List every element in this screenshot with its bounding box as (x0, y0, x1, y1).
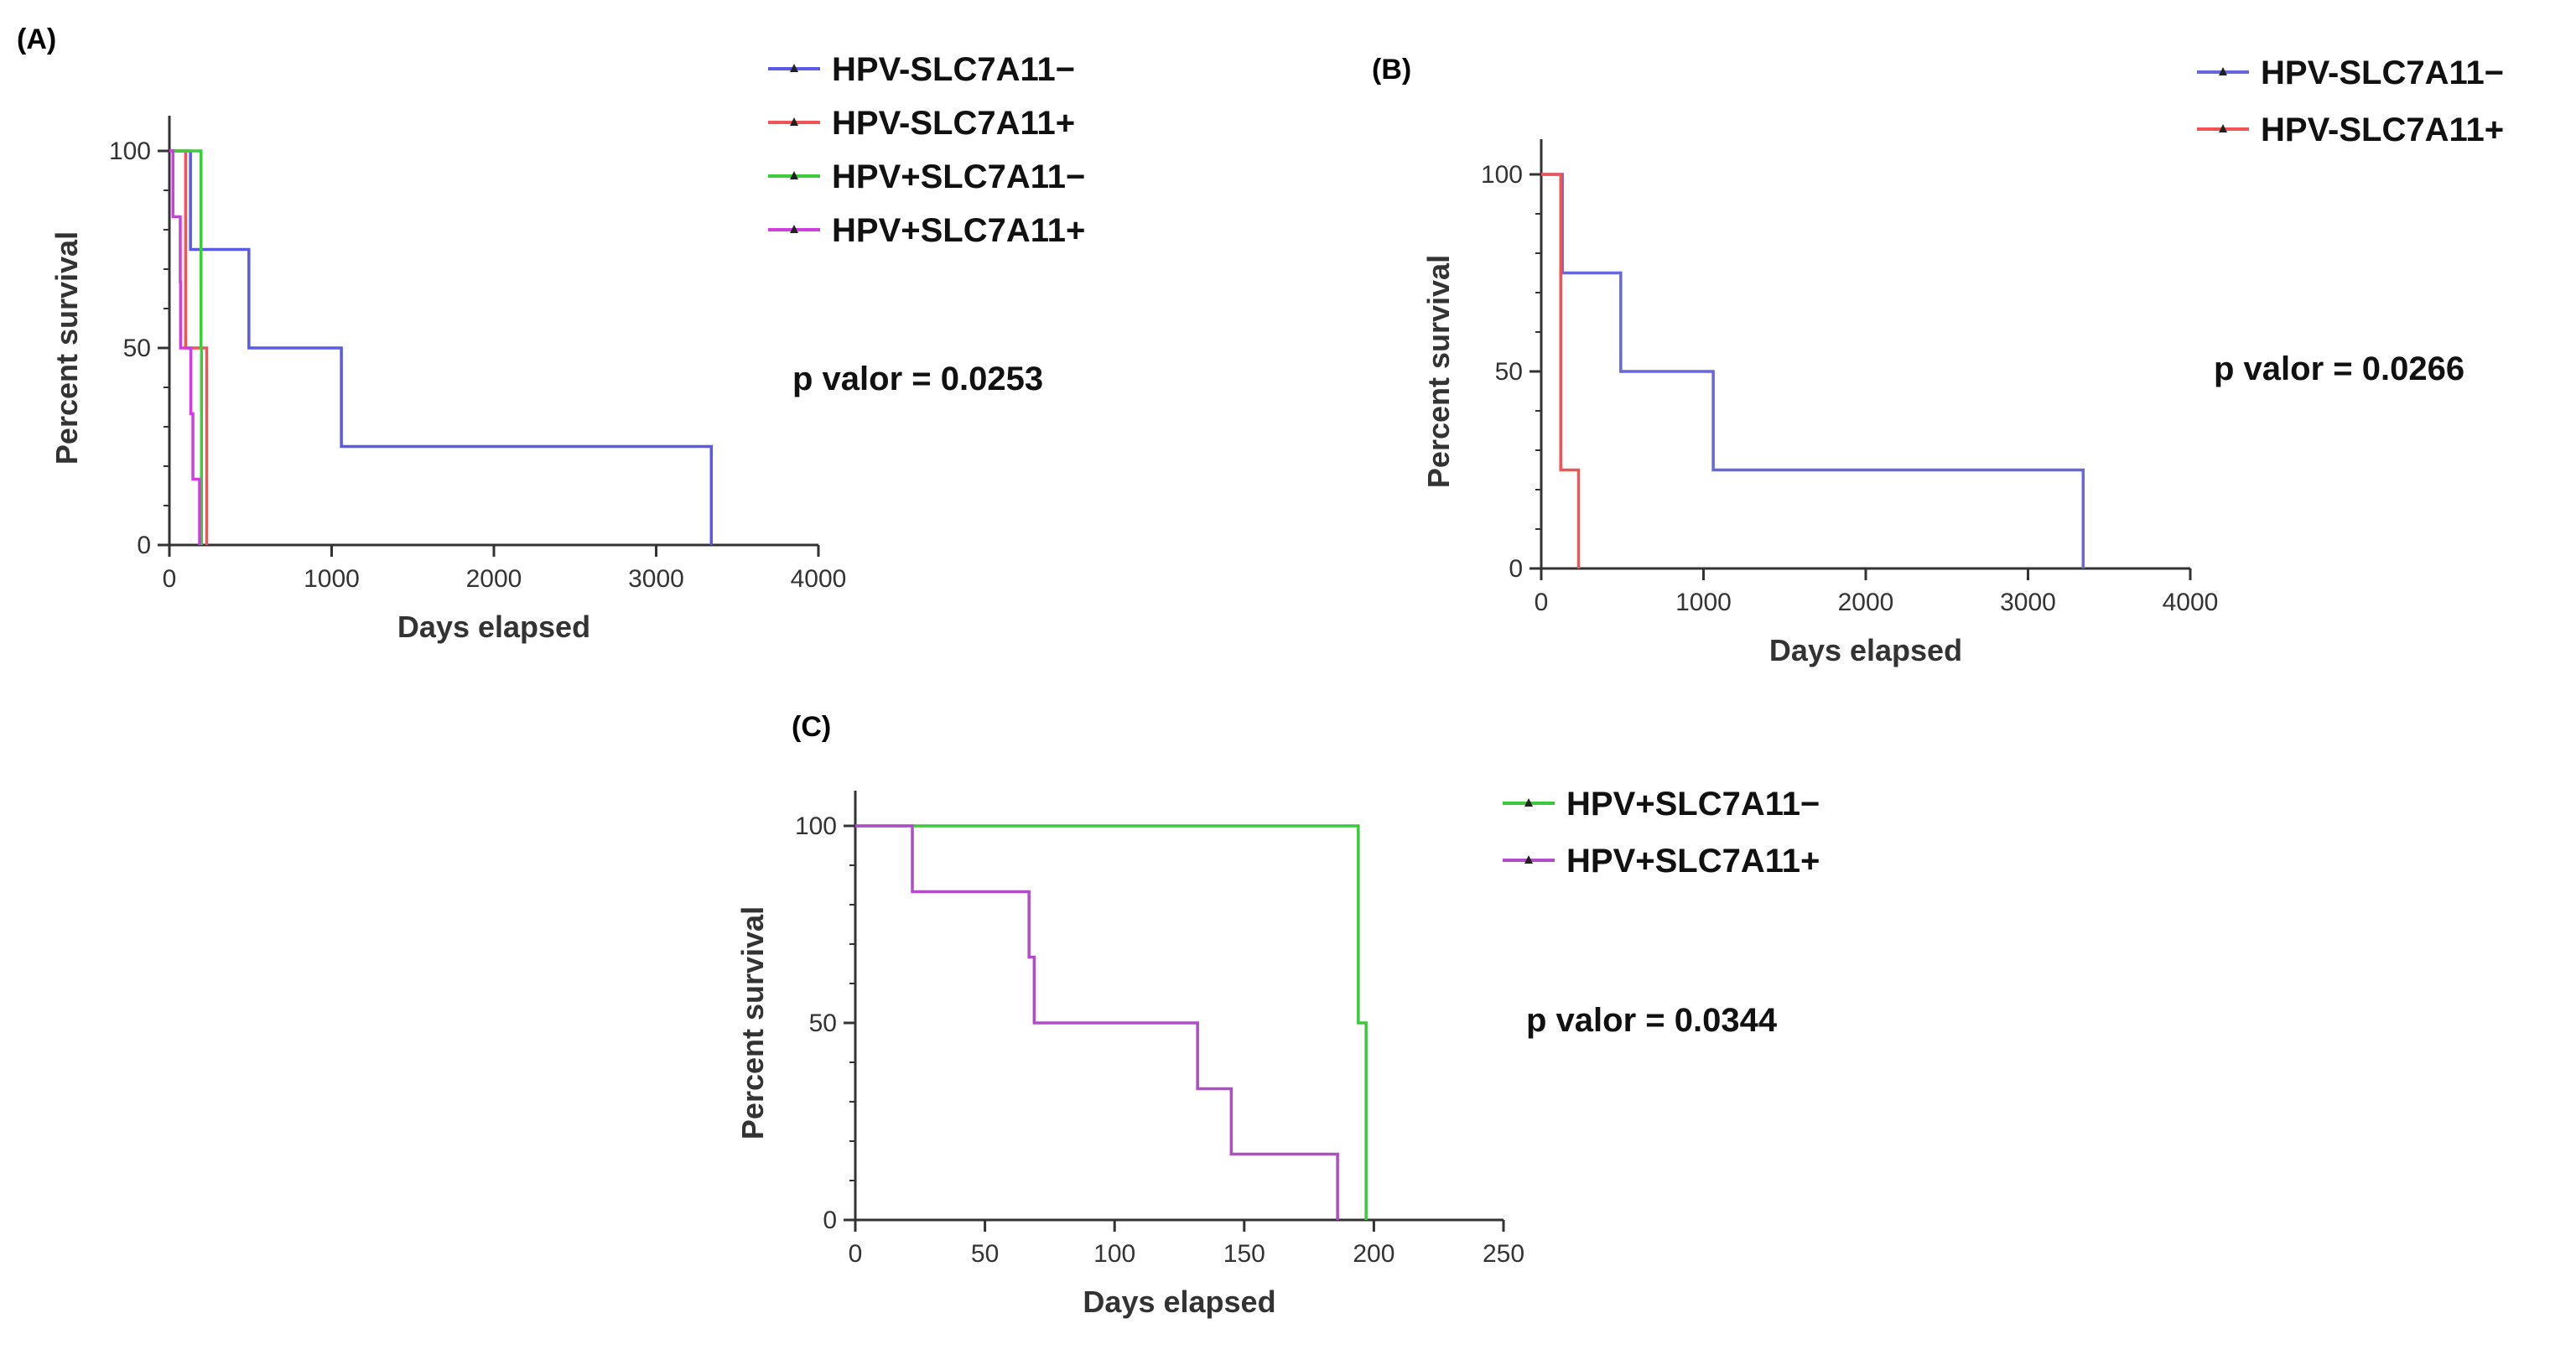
survival-line-c-1 (855, 824, 1339, 1220)
legend-marker-icon (2219, 67, 2227, 75)
panel-label: (A) (17, 23, 56, 55)
legend-label: HPV+SLC7A11− (1566, 786, 1820, 823)
survival-line-c-0 (855, 824, 1368, 1220)
panel-label: (C) (792, 711, 831, 743)
x-tick-label: 0 (849, 1240, 863, 1268)
x-axis-title: Days elapsed (1083, 1285, 1275, 1319)
x-tick-label: 4000 (791, 565, 847, 593)
survival-line-a-2 (169, 149, 204, 545)
x-tick-label: 200 (1353, 1240, 1394, 1268)
x-tick-label: 1000 (1675, 589, 1732, 616)
p-value-annotation: p valor = 0.0266 (2214, 350, 2464, 387)
x-tick-label: 50 (971, 1240, 999, 1268)
x-tick-label: 2000 (466, 565, 522, 593)
legend-marker-icon (790, 225, 798, 233)
y-axis-title: Percent survival (1421, 255, 1456, 488)
x-tick-label: 1000 (304, 565, 360, 593)
legend-label: HPV+SLC7A11− (832, 158, 1085, 195)
y-tick-label: 50 (123, 335, 151, 362)
y-tick-label: 100 (109, 138, 151, 165)
x-axis-title: Days elapsed (1769, 633, 1962, 667)
legend-marker-icon (790, 171, 798, 179)
survival-line-b-1 (1541, 173, 1581, 568)
legend-label: HPV-SLC7A11+ (2261, 112, 2504, 148)
legend-marker-icon (1524, 855, 1533, 864)
survival-line-a-3 (169, 149, 201, 545)
x-tick-label: 0 (163, 565, 177, 593)
y-tick-label: 0 (1509, 555, 1523, 583)
y-tick-label: 0 (137, 532, 151, 559)
legend-label: HPV+SLC7A11+ (1566, 843, 1820, 880)
x-tick-label: 3000 (2000, 589, 2056, 616)
x-tick-label: 250 (1483, 1240, 1524, 1268)
x-tick-label: 150 (1223, 1240, 1265, 1268)
legend-label: HPV+SLC7A11+ (832, 212, 1085, 249)
y-tick-label: 0 (823, 1207, 837, 1234)
y-tick-label: 100 (795, 812, 837, 840)
p-value-annotation: p valor = 0.0344 (1526, 1002, 1778, 1039)
x-tick-label: 4000 (2163, 589, 2219, 616)
x-tick-label: 100 (1093, 1240, 1135, 1268)
x-tick-label: 2000 (1838, 589, 1894, 616)
legend-marker-icon (1524, 798, 1533, 807)
y-tick-label: 100 (1481, 161, 1523, 189)
y-axis-title: Percent survival (49, 231, 84, 465)
legend-label: HPV-SLC7A11+ (832, 105, 1075, 142)
chart-panel-c: (C) 0 50 100 0 50 100 150 200 250 Days elapsed Perc… (735, 711, 1820, 1319)
x-tick-label: 3000 (628, 565, 684, 593)
legend-label: HPV-SLC7A11− (832, 51, 1075, 88)
y-axis-title: Percent survival (735, 906, 770, 1139)
p-value-annotation: p valor = 0.0253 (792, 361, 1043, 397)
legend-marker-icon (790, 64, 798, 72)
survival-line-b-0 (1541, 173, 2085, 568)
y-tick-label: 50 (809, 1009, 837, 1037)
legend-marker-icon (2219, 124, 2227, 132)
legend-marker-icon (790, 117, 798, 126)
survival-line-a-0 (169, 149, 714, 545)
x-tick-label: 0 (1535, 589, 1549, 616)
x-axis-title: Days elapsed (397, 610, 590, 644)
panel-label: (B) (1372, 54, 1411, 86)
y-tick-label: 50 (1495, 358, 1523, 386)
legend-label: HPV-SLC7A11− (2261, 54, 2504, 91)
